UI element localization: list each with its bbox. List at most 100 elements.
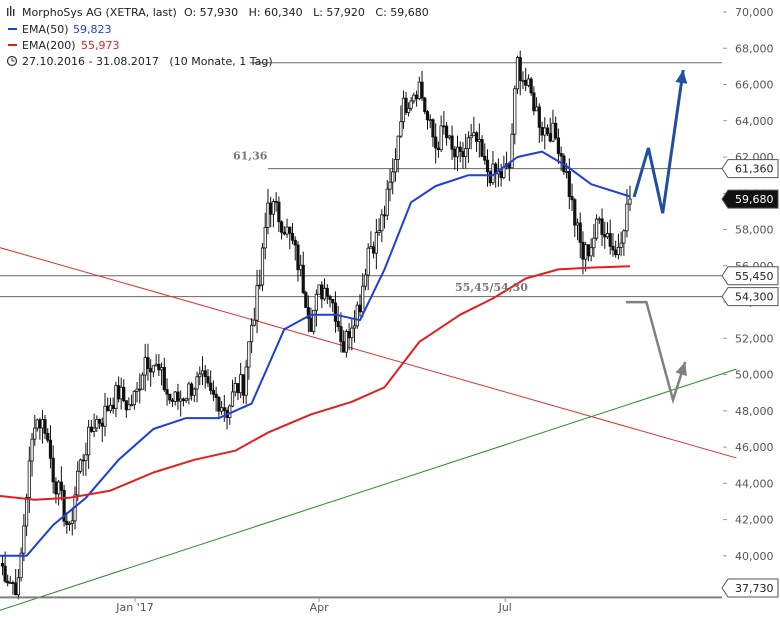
candle-body <box>290 232 295 241</box>
candle-body <box>135 388 139 392</box>
candle-body <box>40 419 45 429</box>
candle-body <box>461 151 465 157</box>
candle-body <box>581 241 585 260</box>
level-notes: 61,36 55,45/54,30 <box>233 150 528 294</box>
price-label-box <box>721 189 779 209</box>
candle-body <box>119 386 123 400</box>
candle-body <box>447 135 451 139</box>
candle-body <box>271 201 276 215</box>
candle-body <box>59 481 63 491</box>
candle-body <box>551 122 555 142</box>
candle-body <box>236 383 240 394</box>
price-label-box <box>721 287 779 307</box>
candle-body <box>162 367 166 390</box>
candle-body <box>548 133 552 142</box>
candle-body <box>358 304 362 313</box>
candle-body <box>19 552 23 579</box>
candle-body <box>333 302 338 322</box>
candle-body <box>170 399 175 402</box>
candle-body <box>279 221 284 233</box>
candle-body <box>619 242 623 248</box>
candle-body <box>559 153 563 157</box>
candle-body <box>442 125 446 128</box>
y-tick-label: 42,000 <box>735 514 774 527</box>
candle-body <box>192 388 196 396</box>
candle-body <box>0 562 5 567</box>
x-tick-label: Apr <box>310 601 330 614</box>
candle-body <box>249 324 254 343</box>
price-label: 37,730 <box>735 582 774 595</box>
candle-body <box>260 247 265 286</box>
trendlines <box>0 247 737 611</box>
candle-body <box>317 284 321 295</box>
candle-body <box>92 427 96 432</box>
y-tick-label: 64,000 <box>735 115 774 128</box>
candle-body <box>380 214 384 232</box>
y-axis: 40,000 42,000 44,000 46,000 48,000 50,000 52,0… <box>723 6 774 563</box>
candle-body <box>510 133 514 169</box>
candle-body <box>393 159 398 173</box>
candle-body <box>417 81 421 100</box>
date-range: 27.10.2016 - 31.08.2017 (10 Monate, 1 Ta… <box>22 55 273 68</box>
candle-body <box>369 246 373 249</box>
y-tick-label: 58,000 <box>735 224 774 237</box>
candle-body <box>350 327 354 339</box>
candle-body <box>382 214 387 217</box>
resistance-trendline <box>0 247 737 459</box>
candle-body <box>347 331 351 339</box>
candle-body <box>331 298 335 304</box>
candle-body <box>436 147 441 151</box>
candle-body <box>439 125 443 151</box>
candle-body <box>165 389 169 395</box>
candle-body <box>140 374 145 390</box>
candle-body <box>605 233 610 238</box>
y-tick-label: 48,000 <box>735 405 774 418</box>
candle-body <box>87 426 91 456</box>
candle-body <box>391 171 395 183</box>
candle-body <box>480 139 484 157</box>
candle-body <box>179 398 183 402</box>
ohlc-values: O: 57,930 H: 60,340 L: 57,920 C: 59,680 <box>184 6 429 19</box>
candle-body <box>414 94 419 100</box>
candle-body <box>89 426 93 432</box>
candle-body <box>22 525 26 554</box>
candle-body <box>84 454 88 462</box>
candle-body <box>103 405 107 427</box>
candle-body <box>228 405 232 418</box>
candle-body <box>518 57 522 81</box>
candle-body <box>401 97 406 123</box>
candle-body <box>385 188 389 216</box>
candle-body <box>466 137 471 150</box>
candle-body <box>570 196 574 201</box>
candle-body <box>336 320 340 328</box>
candle-body <box>567 171 571 197</box>
candle-body <box>521 79 525 82</box>
candle-body <box>288 226 292 234</box>
candle-body <box>154 363 158 367</box>
candle-body <box>198 373 202 378</box>
candle-body <box>57 481 61 495</box>
candle-body <box>420 81 424 99</box>
candle-body <box>255 285 259 321</box>
candle-body <box>8 582 12 584</box>
candle-body <box>399 121 403 137</box>
x-tick-label: Jan '17 <box>115 601 153 614</box>
candle-body <box>320 284 324 300</box>
candle-body <box>14 582 18 596</box>
candle-body <box>46 432 50 441</box>
candle-body <box>450 135 454 150</box>
candle-body <box>423 97 427 112</box>
candle-body <box>138 388 142 391</box>
candle-body <box>304 292 308 308</box>
candle-body <box>431 119 435 138</box>
candle-body <box>214 393 218 398</box>
candle-body <box>24 497 29 527</box>
candle-body <box>51 457 55 483</box>
candle-body <box>444 125 449 139</box>
candle-body <box>38 419 42 429</box>
candle-body <box>524 79 528 86</box>
candle-body <box>217 397 221 412</box>
price-label-box <box>721 159 779 179</box>
candle-body <box>3 565 7 582</box>
ema200-legend-label: EMA(200) <box>22 39 76 52</box>
